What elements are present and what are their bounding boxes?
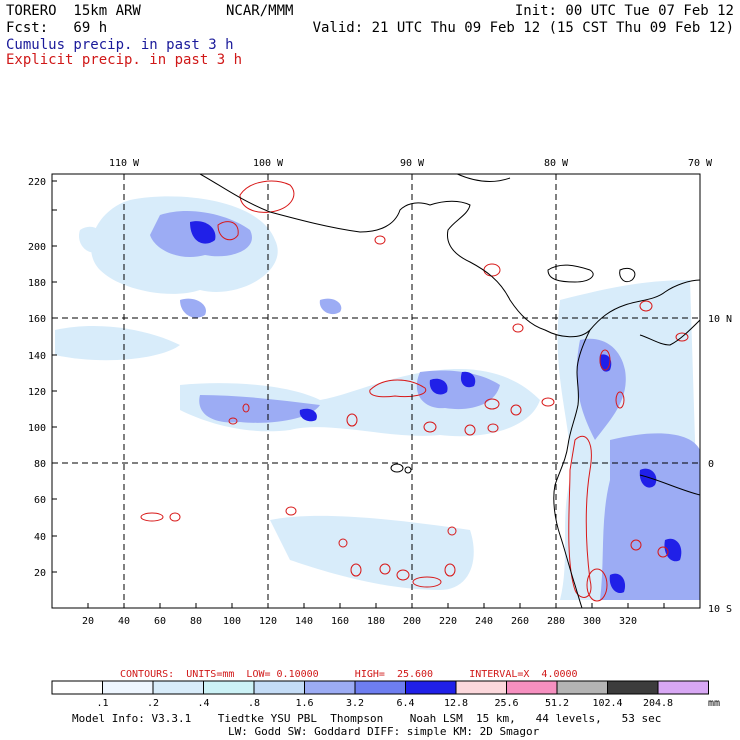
- x-tick-label: 60: [154, 616, 166, 627]
- x-tick-label: 180: [367, 616, 385, 627]
- y-tick-label: 80: [34, 459, 46, 470]
- lon-label-110w: 110 W: [109, 158, 140, 169]
- y-tick-label: 200: [28, 242, 46, 253]
- colorbar-swatch: [405, 680, 457, 695]
- colorbar-label: .4: [197, 698, 209, 709]
- colorbar-label: 204.8: [643, 698, 673, 709]
- colorbar-label: .8: [248, 698, 260, 709]
- colorbar-swatch: [455, 680, 507, 695]
- y-axis-labels: 20 40 60 80 100 120 140 160 180 200 220: [28, 177, 46, 579]
- y-tick-label: 100: [28, 423, 46, 434]
- x-tick-label: 120: [259, 616, 277, 627]
- colorbar-label: .2: [147, 698, 159, 709]
- forecast-hour: Fcst: 69 h: [6, 20, 108, 36]
- cumulus-heavy-shading: [190, 221, 682, 594]
- y-tick-label: 120: [28, 387, 46, 398]
- y-tick-label: 180: [28, 278, 46, 289]
- x-tick-label: 80: [190, 616, 202, 627]
- x-tick-label: 160: [331, 616, 349, 627]
- colorbar-label: 51.2: [545, 698, 569, 709]
- colorbar-swatch: [657, 680, 709, 695]
- colorbar-label: 12.8: [444, 698, 468, 709]
- colorbar-labels: .1 .2 .4 .8 1.6 3.2 6.4 12.8 25.6 51.2 102.4 204.8: [96, 698, 673, 709]
- model-info-line2: LW: Godd SW: Goddard DIFF: simple KM: 2D…: [228, 725, 540, 738]
- lon-label-80w: 80 W: [544, 158, 569, 169]
- colorbar-label: 6.4: [396, 698, 414, 709]
- colorbar-swatch: [556, 680, 608, 695]
- x-tick-label: 300: [583, 616, 601, 627]
- lon-label-90w: 90 W: [400, 158, 425, 169]
- explicit-precip-contours: [140, 180, 689, 602]
- model-info-line1: Model Info: V3.3.1 Tiedtke YSU PBL Thomp…: [72, 712, 662, 725]
- x-tick-label: 100: [223, 616, 241, 627]
- colorbar-swatch: [253, 680, 305, 695]
- init-time: Init: 00 UTC Tue 07 Feb 12: [514, 3, 734, 19]
- lat-label-10n: 10 N: [708, 314, 732, 325]
- contours-info: CONTOURS: UNITS=mm LOW= 0.10000 HIGH= 25…: [120, 669, 578, 680]
- colorbar-swatch: [102, 680, 154, 695]
- x-tick-label: 140: [295, 616, 313, 627]
- colorbar-label: 25.6: [494, 698, 518, 709]
- model-name: TORERO 15km ARW: [6, 3, 141, 19]
- y-axis-ticks: [52, 180, 57, 573]
- y-tick-label: 40: [34, 532, 46, 543]
- colorbar-swatch: [152, 680, 204, 695]
- x-tick-label: 240: [475, 616, 493, 627]
- colorbar-swatch: [51, 680, 103, 695]
- colorbar-label: 3.2: [346, 698, 364, 709]
- colorbar-label: 102.4: [592, 698, 622, 709]
- colorbar-swatch: [304, 680, 356, 695]
- x-tick-label: 280: [547, 616, 565, 627]
- x-tick-label: 220: [439, 616, 457, 627]
- colorbar-swatch: [354, 680, 406, 695]
- y-tick-label: 160: [28, 314, 46, 325]
- y-tick-label: 140: [28, 351, 46, 362]
- x-tick-label: 200: [403, 616, 421, 627]
- x-tick-label: 40: [118, 616, 130, 627]
- valid-time: Valid: 21 UTC Thu 09 Feb 12 (15 CST Thu …: [312, 20, 734, 36]
- graticule: [52, 174, 700, 608]
- colorbar-swatch: [506, 680, 558, 695]
- lon-label-100w: 100 W: [253, 158, 284, 169]
- colorbar-label: 1.6: [295, 698, 313, 709]
- y-tick-label: 20: [34, 568, 46, 579]
- colorbar-label: .1: [96, 698, 108, 709]
- explicit-legend: Explicit precip. in past 3 h: [6, 52, 243, 68]
- y-tick-label: 220: [28, 177, 46, 188]
- coastlines: [199, 174, 700, 608]
- x-tick-label: 320: [619, 616, 637, 627]
- x-axis-labels: 20 40 60 80 100 120 140 160 180 200 220 …: [82, 616, 637, 627]
- lat-label-10s: 10 S: [708, 604, 732, 615]
- cumulus-legend: Cumulus precip. in past 3 h: [6, 37, 234, 53]
- longitude-labels: 110 W 100 W 90 W 80 W 70 W: [109, 158, 713, 169]
- colorbar-swatch: [607, 680, 659, 695]
- organization: NCAR/MMM: [226, 3, 294, 19]
- x-axis-ticks: [87, 603, 665, 608]
- latitude-labels: 10 N 0 10 S: [708, 314, 732, 615]
- lat-label-0: 0: [708, 459, 714, 470]
- x-tick-label: 20: [82, 616, 94, 627]
- colorbar-units: mm: [708, 698, 720, 709]
- colorbar: [51, 680, 709, 695]
- y-tick-label: 60: [34, 495, 46, 506]
- x-tick-label: 260: [511, 616, 529, 627]
- lon-label-70w: 70 W: [688, 158, 713, 169]
- colorbar-swatch: [203, 680, 255, 695]
